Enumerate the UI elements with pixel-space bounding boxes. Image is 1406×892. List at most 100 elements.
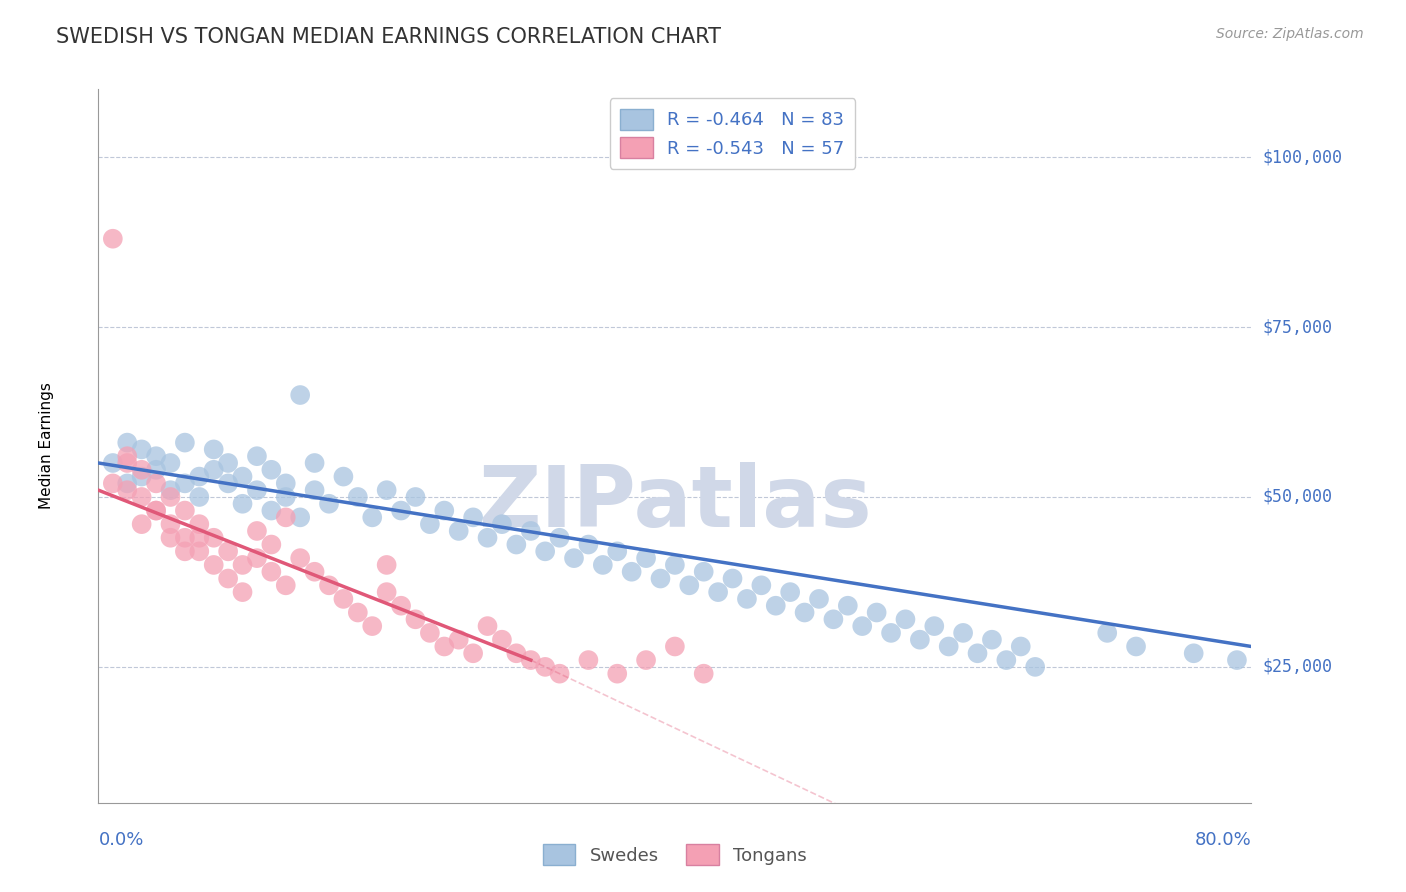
Point [131, 463, 153, 477]
Point [304, 565, 326, 579]
Point [534, 660, 557, 674]
Point [188, 544, 211, 558]
Text: $50,000: $50,000 [1263, 488, 1333, 506]
Point [188, 517, 211, 532]
Text: Median Earnings: Median Earnings [39, 383, 53, 509]
Point [159, 490, 181, 504]
Point [823, 612, 845, 626]
Point [131, 442, 153, 457]
Point [101, 456, 124, 470]
Text: Source: ZipAtlas.com: Source: ZipAtlas.com [1216, 27, 1364, 41]
Point [477, 619, 499, 633]
Point [304, 483, 326, 498]
Point [131, 517, 153, 532]
Point [260, 463, 283, 477]
Point [188, 469, 211, 483]
Text: 80.0%: 80.0% [1195, 831, 1251, 849]
Text: 0.0%: 0.0% [98, 831, 143, 849]
Point [419, 626, 441, 640]
Point [592, 558, 614, 572]
Point [433, 640, 456, 654]
Point [274, 490, 297, 504]
Point [678, 578, 700, 592]
Point [274, 476, 297, 491]
Point [231, 497, 254, 511]
Point [174, 544, 197, 558]
Point [995, 653, 1018, 667]
Legend: Swedes, Tongans: Swedes, Tongans [536, 837, 814, 872]
Point [693, 666, 716, 681]
Point [491, 632, 513, 647]
Point [217, 456, 239, 470]
Point [217, 476, 239, 491]
Point [520, 653, 543, 667]
Point [375, 558, 398, 572]
Point [433, 503, 456, 517]
Point [217, 544, 239, 558]
Point [636, 551, 658, 566]
Point [779, 585, 801, 599]
Point [145, 503, 167, 517]
Point [447, 524, 470, 538]
Point [231, 469, 254, 483]
Point [735, 591, 758, 606]
Point [751, 578, 773, 592]
Point [548, 531, 571, 545]
Point [202, 531, 225, 545]
Point [131, 469, 153, 483]
Point [534, 544, 557, 558]
Point [145, 476, 167, 491]
Point [188, 490, 211, 504]
Point [461, 510, 484, 524]
Point [419, 517, 441, 532]
Point [274, 578, 297, 592]
Point [1182, 646, 1205, 660]
Point [405, 612, 427, 626]
Point [548, 666, 571, 681]
Point [290, 551, 312, 566]
Point [274, 510, 297, 524]
Point [851, 619, 873, 633]
Point [290, 388, 312, 402]
Point [793, 606, 815, 620]
Point [202, 442, 225, 457]
Point [938, 640, 960, 654]
Point [389, 503, 412, 517]
Point [880, 626, 903, 640]
Point [505, 646, 527, 660]
Point [101, 476, 124, 491]
Point [981, 632, 1004, 647]
Point [318, 578, 340, 592]
Point [1125, 640, 1147, 654]
Point [117, 483, 138, 498]
Point [117, 456, 138, 470]
Point [117, 476, 138, 491]
Point [636, 653, 658, 667]
Point [620, 565, 643, 579]
Point [664, 640, 686, 654]
Point [477, 531, 499, 545]
Point [159, 456, 181, 470]
Point [505, 537, 527, 551]
Point [145, 503, 167, 517]
Point [332, 469, 354, 483]
Point [159, 483, 181, 498]
Point [375, 483, 398, 498]
Point [405, 490, 427, 504]
Point [578, 653, 600, 667]
Point [117, 449, 138, 463]
Point [318, 497, 340, 511]
Point [202, 558, 225, 572]
Point [202, 463, 225, 477]
Point [1097, 626, 1119, 640]
Point [188, 531, 211, 545]
Point [159, 517, 181, 532]
Point [491, 517, 513, 532]
Point [246, 483, 269, 498]
Point [260, 537, 283, 551]
Point [707, 585, 730, 599]
Point [361, 510, 384, 524]
Point [290, 510, 312, 524]
Point [606, 544, 628, 558]
Text: SWEDISH VS TONGAN MEDIAN EARNINGS CORRELATION CHART: SWEDISH VS TONGAN MEDIAN EARNINGS CORREL… [56, 27, 721, 46]
